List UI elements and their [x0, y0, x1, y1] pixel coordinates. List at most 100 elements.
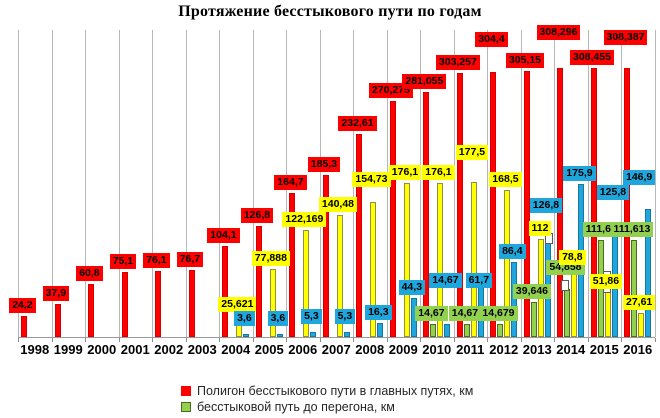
axis-tick: [353, 338, 354, 342]
white-callout-box: [561, 279, 569, 291]
data-label-blue-2005: 3,6: [267, 310, 289, 326]
data-label-green-2010: 14,67: [415, 306, 448, 322]
bar-yellow-2008: [370, 202, 377, 337]
axis-tick: [654, 338, 656, 342]
axis-tick: [621, 338, 622, 342]
x-axis-year-label: 2004: [221, 342, 251, 357]
data-label-blue-2012: 86,4: [499, 243, 526, 259]
bar-yellow-2006: [303, 230, 310, 337]
bar-green-2012: [497, 324, 504, 337]
axis-tick: [286, 338, 287, 342]
axis-tick: [319, 338, 321, 342]
gridline: [51, 30, 53, 337]
bar-blue-2008: [377, 322, 384, 337]
axis-tick: [252, 338, 254, 342]
gridline: [487, 30, 488, 337]
axis-tick: [118, 338, 120, 342]
gridline: [554, 30, 555, 337]
x-axis-year-label: 2015: [589, 342, 619, 357]
x-axis-year-label: 2001: [120, 342, 150, 357]
gridline: [85, 30, 86, 337]
bar-green-2011: [463, 324, 470, 337]
axis-tick: [386, 338, 388, 342]
data-label-red-2010: 281,055: [402, 73, 447, 89]
data-label-blue-2014: 175,9: [563, 165, 596, 181]
data-label-yellow-2016: 27,61: [623, 294, 656, 310]
data-label-red-2005: 126,8: [240, 208, 274, 224]
data-label-yellow-2012: 168,5: [489, 172, 522, 187]
x-axis-year-label: 2000: [87, 342, 117, 357]
bar-blue-2016: [645, 208, 652, 337]
axis-tick: [85, 338, 86, 342]
gridline: [219, 30, 220, 337]
bar-red-2007: [322, 175, 329, 337]
bar-green-2016: [631, 239, 638, 337]
axis-tick: [520, 338, 522, 342]
axis-tick: [18, 338, 19, 342]
data-label-yellow-2007: 140,48: [318, 196, 358, 212]
axis-tick: [152, 338, 153, 342]
bar-red-2010: [423, 91, 430, 337]
bar-blue-2005: [276, 333, 283, 337]
bar-green-2013: [530, 302, 537, 337]
data-label-blue-2013: 126,8: [529, 198, 563, 214]
x-axis-year-label: 2006: [288, 342, 318, 357]
data-label-yellow-2014: 78,8: [559, 250, 586, 266]
gridline: [18, 30, 19, 337]
data-label-yellow-2013: 112: [528, 221, 552, 237]
data-label-yellow-2008: 154,73: [352, 172, 391, 187]
gridline: [152, 30, 153, 337]
x-axis-year-label: 2011: [456, 342, 485, 357]
axis-tick: [587, 338, 589, 342]
bar-red-2000: [88, 284, 95, 337]
axis-tick: [554, 338, 555, 342]
data-label-yellow-2004: 25,621: [218, 296, 257, 312]
bar-green-2014: [564, 289, 571, 337]
data-label-red-2004: 104,1: [207, 228, 240, 244]
data-label-blue-2009: 44,3: [398, 280, 426, 296]
data-label-yellow-2006: 122,169: [282, 212, 327, 228]
x-axis-year-label: 2009: [388, 342, 418, 357]
data-label-red-2015: 308,455: [570, 50, 614, 65]
axis-tick: [51, 338, 53, 342]
bar-yellow-2009: [403, 183, 410, 337]
data-label-yellow-2005: 77,888: [251, 251, 290, 267]
bar-yellow-2005: [269, 269, 276, 337]
data-label-red-2009: 270,275: [368, 83, 413, 99]
x-axis-year-label: 2012: [489, 342, 519, 357]
bar-yellow-2007: [336, 214, 343, 337]
bar-yellow-2015: [604, 291, 611, 337]
data-label-blue-2010: 14,67: [429, 273, 462, 289]
bar-red-2011: [456, 72, 463, 337]
data-label-blue-2004: 3,6: [234, 310, 255, 326]
bar-red-2005: [255, 226, 262, 337]
axis-tick: [453, 338, 455, 342]
gridline: [621, 30, 622, 337]
x-axis-year-label: 1998: [20, 342, 50, 357]
data-label-red-2008: 232,61: [338, 116, 377, 132]
bar-red-2008: [356, 134, 363, 337]
bar-blue-2007: [343, 332, 350, 337]
chart-title: Протяжение бесстыкового пути по годам: [178, 3, 482, 20]
x-axis-year-label: 1999: [53, 342, 83, 357]
data-label-yellow-2011: 177,5: [455, 145, 489, 161]
data-label-green-2011: 14,67: [448, 306, 482, 322]
data-label-red-2012: 304,4: [475, 31, 508, 47]
x-axis-year-label: 2002: [154, 342, 184, 357]
data-label-red-2016: 308,387: [603, 30, 648, 45]
data-label-red-2001: 75,1: [109, 253, 137, 269]
data-label-red-2000: 60,8: [76, 266, 103, 281]
bar-blue-2006: [310, 332, 317, 337]
x-axis-year-label: 2014: [556, 342, 586, 357]
gridline: [252, 30, 254, 337]
x-axis-year-label: 2013: [522, 342, 552, 357]
bar-red-2001: [121, 271, 128, 337]
gridline: [319, 30, 321, 337]
bar-green-2010: [430, 324, 437, 337]
data-label-green-2013: 39,646: [512, 284, 552, 300]
gridline: [587, 30, 589, 337]
bar-yellow-2011: [470, 182, 477, 337]
axis-tick: [185, 338, 187, 342]
data-label-blue-2006: 5,3: [301, 309, 322, 325]
